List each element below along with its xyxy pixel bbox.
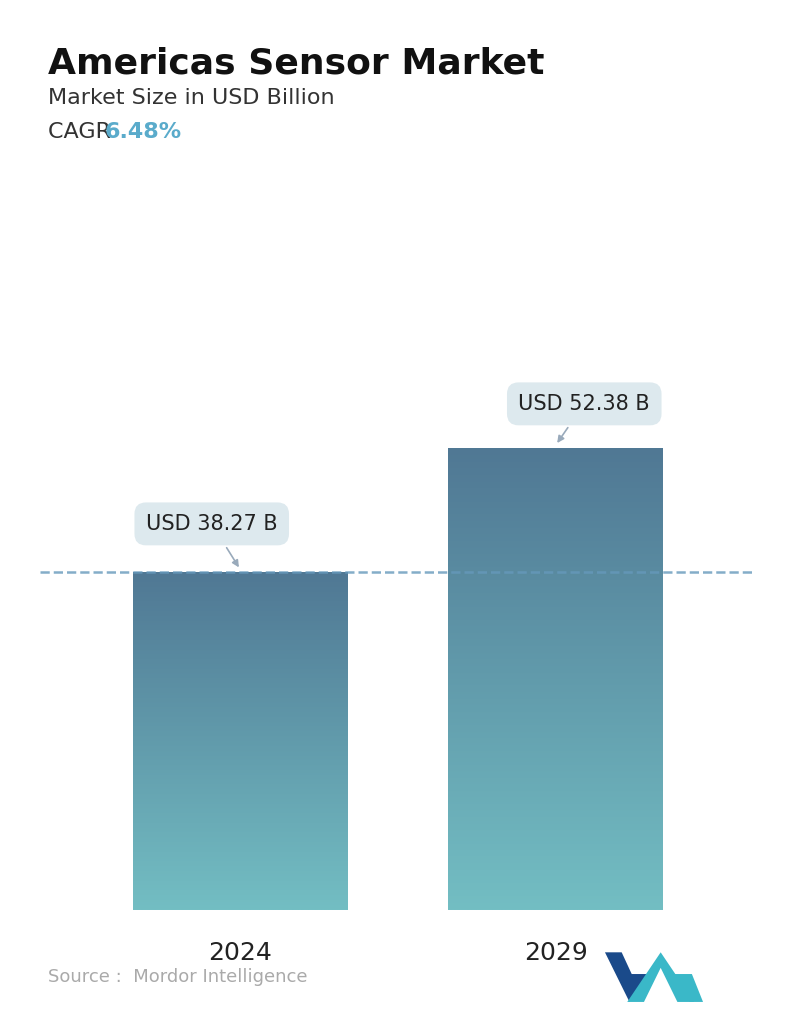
Polygon shape xyxy=(605,952,647,1002)
Text: CAGR: CAGR xyxy=(48,122,118,142)
Text: USD 38.27 B: USD 38.27 B xyxy=(146,514,278,566)
Polygon shape xyxy=(627,952,694,1002)
Text: 6.48%: 6.48% xyxy=(105,122,182,142)
Text: 2029: 2029 xyxy=(524,941,587,965)
Text: Americas Sensor Market: Americas Sensor Market xyxy=(48,47,544,81)
Text: Source :  Mordor Intelligence: Source : Mordor Intelligence xyxy=(48,968,307,986)
Text: USD 52.38 B: USD 52.38 B xyxy=(518,394,650,442)
Text: 2024: 2024 xyxy=(209,941,272,965)
Text: Market Size in USD Billion: Market Size in USD Billion xyxy=(48,88,334,108)
Polygon shape xyxy=(674,974,703,1002)
